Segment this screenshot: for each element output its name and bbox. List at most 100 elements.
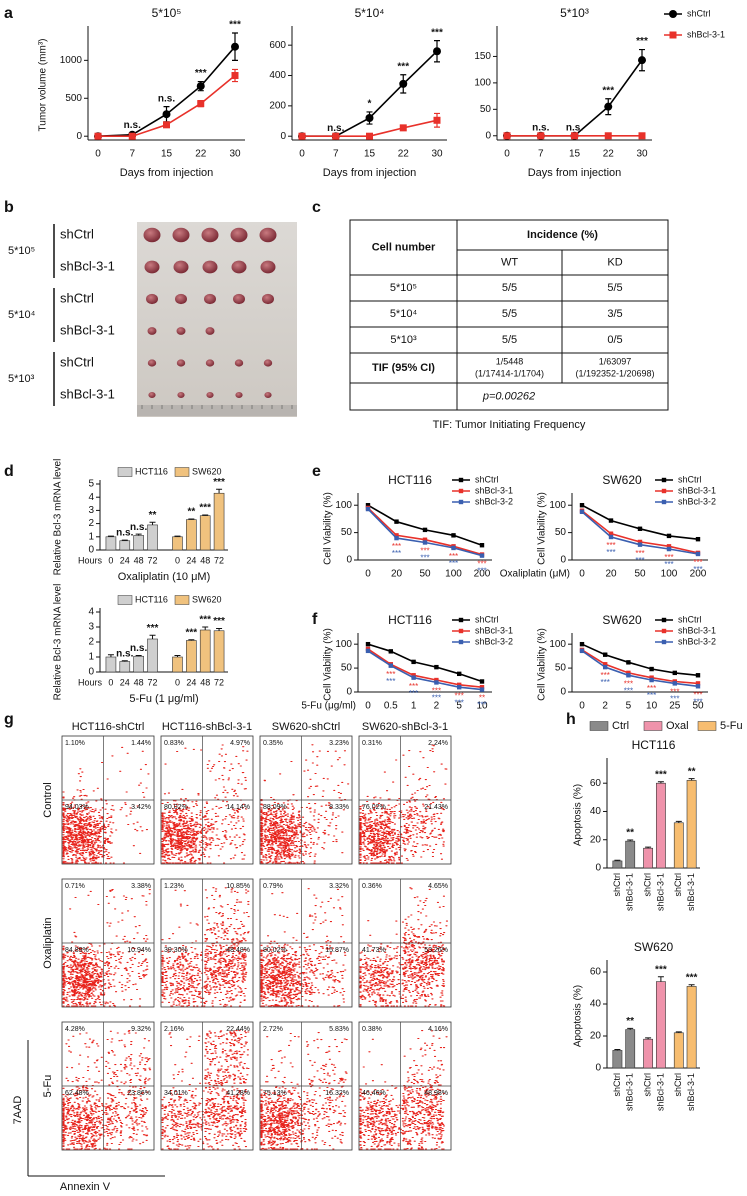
- panel-label: c: [312, 199, 321, 216]
- table-caption: TIF: Tumor Initiating Frequency: [433, 419, 586, 431]
- marker: [434, 664, 439, 670]
- y-tick-label: 400: [269, 70, 286, 81]
- x-tick-label: shBcl-3-1: [655, 873, 665, 911]
- y-tick-label: 0: [88, 545, 94, 556]
- bar: [625, 1029, 636, 1069]
- x-tick-label: 72: [214, 677, 224, 687]
- marker: [365, 648, 371, 654]
- y-tick-label: 100: [549, 639, 566, 650]
- chart-title: SW620: [602, 473, 642, 487]
- event-dots: [260, 1032, 348, 1150]
- legend-marker: [661, 628, 667, 634]
- tumor: [146, 293, 158, 305]
- chart-title: HCT116: [388, 473, 432, 487]
- legend-label: shCtrl: [678, 614, 702, 624]
- marker: [649, 666, 654, 672]
- quadrant-percent: 62.48%: [65, 1090, 89, 1097]
- x-axis-label: 5-Fu (μg/ml): [301, 701, 356, 712]
- bar: [655, 981, 666, 1069]
- x-tick-label: 5: [626, 701, 632, 712]
- table-cell: 3/5: [607, 308, 622, 320]
- marker: [649, 677, 654, 683]
- y-tick-label: 0: [280, 131, 286, 142]
- table-cell: 5/5: [607, 282, 622, 294]
- legend-label: shBcl-3-2: [678, 636, 716, 646]
- y-tick-label: 50: [555, 663, 567, 674]
- event-dots: [62, 746, 150, 864]
- quadrant-percent: 2.24%: [428, 740, 448, 747]
- significance: ***: [693, 697, 702, 706]
- x-tick-label: 15: [161, 149, 173, 160]
- marker: [231, 72, 239, 80]
- tumor: [204, 293, 216, 305]
- significance: **: [688, 766, 696, 777]
- quadrant-percent: 0.38%: [362, 1026, 382, 1033]
- tumor: [176, 327, 186, 335]
- error-bar: [188, 639, 195, 641]
- x-tick-label: 48: [200, 677, 210, 687]
- significance: ***: [420, 554, 429, 563]
- table-header: Cell number: [372, 241, 436, 253]
- error-bar: [149, 634, 156, 639]
- y-axis-label: Cell Viability (%): [537, 628, 548, 701]
- event-dots: [359, 744, 448, 864]
- significance: **: [149, 510, 157, 521]
- significance: ***: [147, 623, 159, 634]
- chart-title: HCT116: [388, 613, 432, 627]
- x-tick-label: shBcl-3-1: [625, 873, 635, 911]
- panel-label: b: [4, 199, 14, 216]
- significance: ***: [392, 542, 401, 551]
- error-bar: [216, 628, 223, 631]
- legend-marker: [669, 31, 677, 39]
- marker: [434, 680, 439, 685]
- quadrant-percent: 10.85%: [226, 883, 250, 890]
- error-bar: [657, 976, 664, 982]
- event-dots: [161, 1030, 250, 1150]
- x-tick-label: 0: [175, 677, 180, 687]
- table-cell: 5*10⁵: [390, 282, 417, 294]
- legend-marker: [458, 617, 464, 623]
- quadrant-percent: 8.33%: [329, 804, 349, 811]
- tumor: [177, 391, 185, 399]
- tumor: [230, 227, 248, 243]
- error-bar: [675, 820, 682, 823]
- error-bar: [135, 533, 142, 536]
- x-tick-label: shCtrl: [673, 873, 683, 897]
- x-tick-label: 0: [175, 555, 180, 565]
- significance: ***: [386, 670, 395, 679]
- bar: [213, 630, 225, 673]
- significance: ***: [397, 61, 409, 72]
- panel-label: h: [566, 711, 576, 728]
- tumor: [176, 359, 186, 367]
- marker: [422, 537, 428, 542]
- tumor: [264, 391, 272, 399]
- significance: ***: [686, 972, 698, 983]
- x-tick-label: 0: [95, 149, 101, 160]
- y-tick-label: 50: [341, 663, 353, 674]
- y-tick-label: 5: [88, 479, 94, 490]
- y-tick-label: 2: [88, 518, 94, 529]
- marker: [637, 539, 643, 545]
- marker: [537, 132, 545, 140]
- bar: [119, 661, 131, 673]
- quadrant-percent: 22.44%: [226, 1026, 250, 1033]
- x-tick-label: 200: [690, 569, 707, 580]
- table-cell: 1/63097: [599, 356, 632, 366]
- legend-label: shBcl-3-2: [475, 636, 513, 646]
- event-dots: [161, 744, 249, 864]
- x-tick-label: 22: [603, 149, 615, 160]
- marker: [608, 531, 614, 536]
- x-tick-label: 50: [419, 569, 431, 580]
- chart-title: 5*10⁵: [152, 6, 182, 20]
- table-border: [349, 219, 669, 411]
- marker: [411, 675, 416, 680]
- x-tick-label: 72: [148, 677, 158, 687]
- table-footer: p=0.00262: [482, 390, 535, 402]
- y-tick-label: 1000: [60, 55, 83, 66]
- flow-y-label: 7AAD: [12, 1096, 24, 1125]
- tumor: [206, 391, 214, 399]
- table-cell: (1/17414-1/1704): [475, 368, 544, 378]
- significance: ***: [455, 691, 464, 700]
- legend-label: shCtrl: [687, 8, 711, 18]
- flow-x-label: Annexin V: [60, 1181, 111, 1193]
